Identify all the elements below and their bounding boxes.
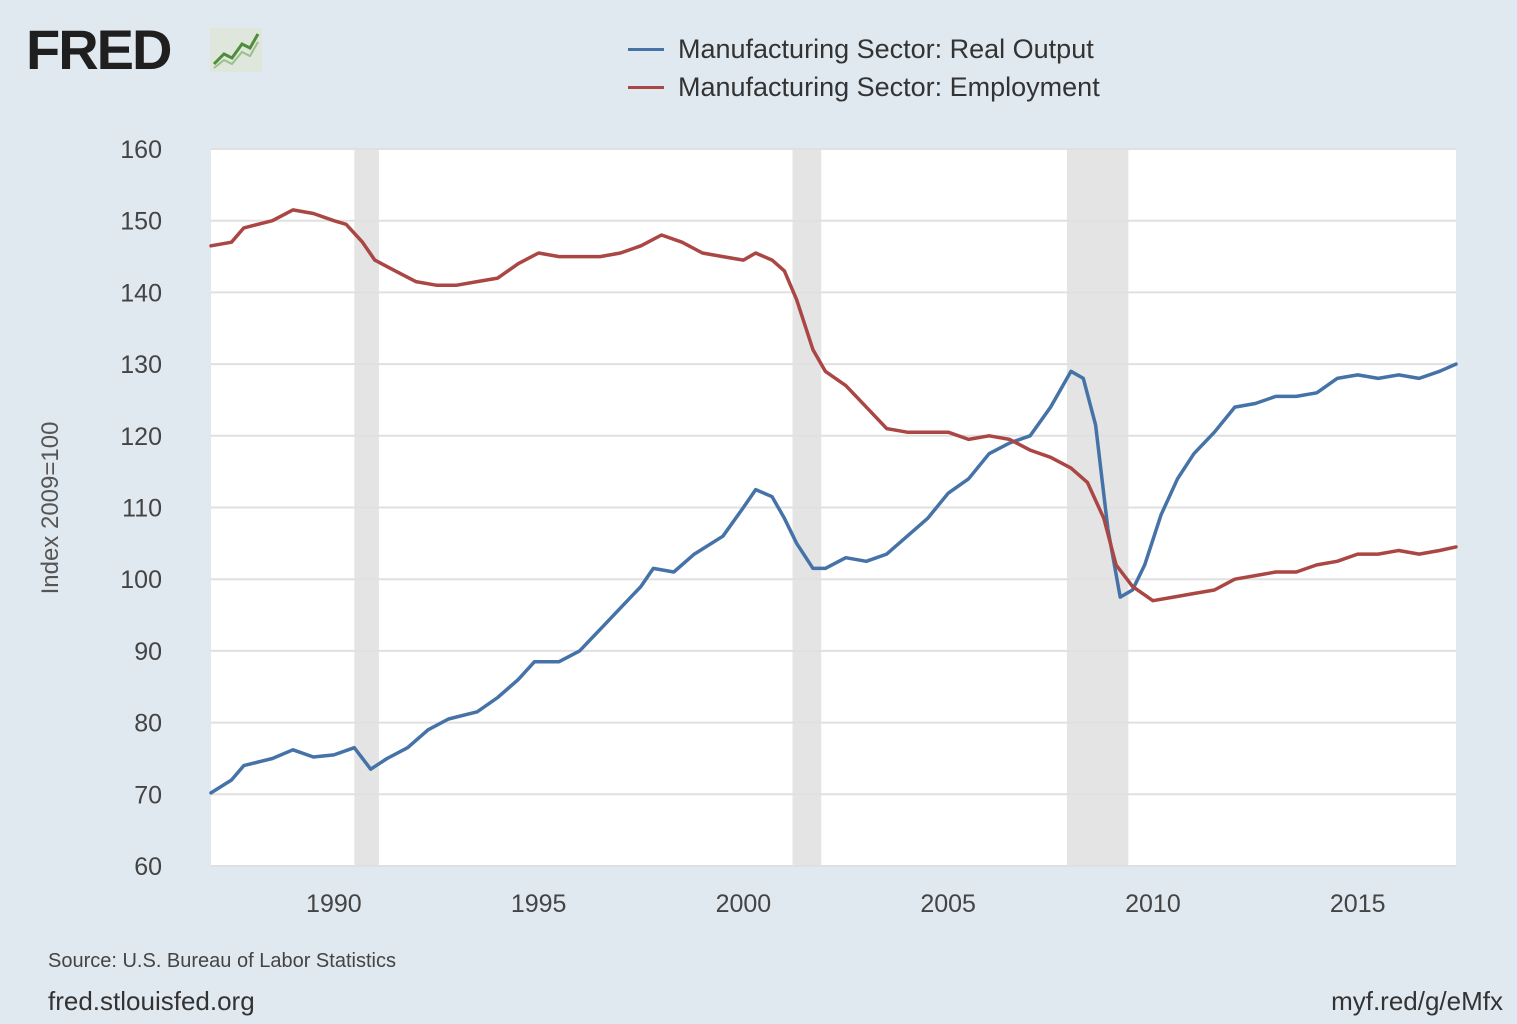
legend-swatch-employment <box>628 85 664 89</box>
source-note: Source: U.S. Bureau of Labor Statistics <box>48 950 396 972</box>
legend-swatch-output <box>628 47 664 51</box>
y-tick-label-80: 80 <box>134 710 162 738</box>
x-axis-ticks: 1990 1995 2000 2005 2010 2015 <box>306 890 1385 918</box>
x-tick-label-1990: 1990 <box>306 890 362 918</box>
y-axis-label: Index 2009=100 <box>37 422 64 595</box>
y-tick-label-130: 130 <box>120 351 162 379</box>
x-tick-label-2015: 2015 <box>1330 890 1386 918</box>
chart-legend: Manufacturing Sector: Real Output Manufa… <box>628 30 1100 106</box>
y-tick-label-120: 120 <box>120 423 162 451</box>
fred-logo-chart-icon <box>210 28 262 72</box>
legend-item-employment[interactable]: Manufacturing Sector: Employment <box>628 68 1100 106</box>
series-lines <box>209 208 1458 795</box>
x-tick-label-2005: 2005 <box>920 890 976 918</box>
legend-label-employment: Manufacturing Sector: Employment <box>678 71 1100 102</box>
y-tick-label-90: 90 <box>134 638 162 666</box>
grid-lines <box>211 148 1456 867</box>
series-line-employment <box>209 208 1458 603</box>
x-tick-label-1995: 1995 <box>511 890 567 918</box>
line-chart: 60 70 80 90 100 110 120 130 140 150 160 1990 1995 20… <box>37 136 1458 918</box>
y-tick-label-160: 160 <box>120 136 162 164</box>
y-tick-label-150: 150 <box>120 208 162 236</box>
site-link[interactable]: fred.stlouisfed.org <box>48 986 255 1016</box>
short-link[interactable]: myf.red/g/eMfx <box>1331 986 1503 1016</box>
y-tick-label-60: 60 <box>134 853 162 881</box>
y-axis-ticks: 60 70 80 90 100 110 120 130 140 150 160 <box>120 136 162 881</box>
y-tick-label-140: 140 <box>120 279 162 307</box>
x-tick-label-2000: 2000 <box>716 890 772 918</box>
legend-label-output: Manufacturing Sector: Real Output <box>678 33 1094 64</box>
x-tick-label-2010: 2010 <box>1125 890 1181 918</box>
y-tick-label-100: 100 <box>120 566 162 594</box>
y-tick-label-70: 70 <box>134 781 162 809</box>
series-line-real-output <box>209 362 1458 795</box>
fred-logo: FRED <box>26 18 172 81</box>
legend-item-output[interactable]: Manufacturing Sector: Real Output <box>628 30 1100 68</box>
y-tick-label-110: 110 <box>122 495 162 523</box>
